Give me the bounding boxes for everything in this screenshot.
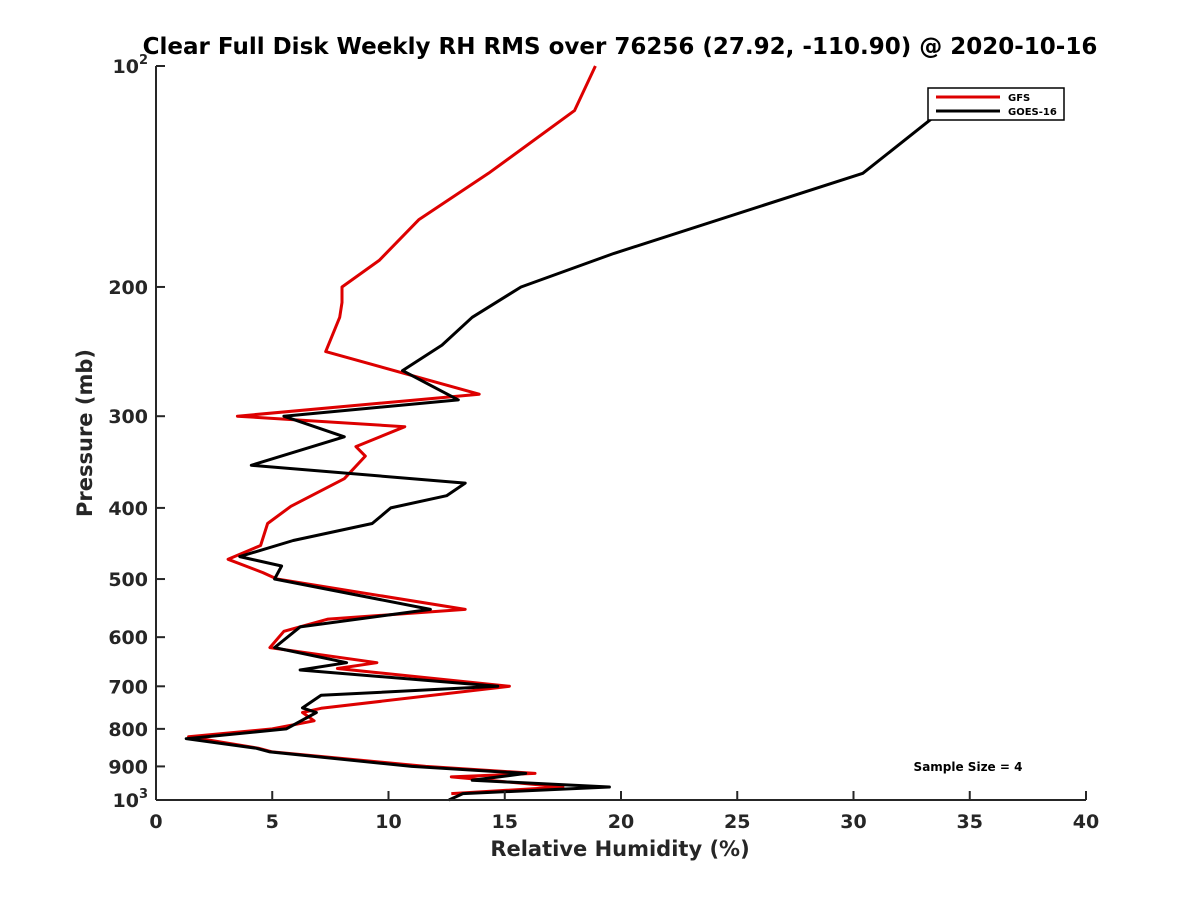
legend-box: [927, 87, 1065, 121]
sample-size-annotation: Sample Size = 4: [914, 760, 1023, 774]
x-tick-label: 5: [266, 811, 279, 833]
chart-title-group: Clear Full Disk Weekly RH RMS over 76256…: [143, 34, 1098, 60]
y-tick-label: 600: [108, 627, 148, 649]
x-tick-label: 20: [608, 811, 634, 833]
y-axis-label: Pressure (mb): [73, 349, 97, 517]
x-tick-label: 15: [492, 811, 518, 833]
x-tick-label: 25: [724, 811, 750, 833]
x-tick-label: 40: [1073, 811, 1099, 833]
y-tick-label: 800: [108, 719, 148, 741]
plot-area: [184, 65, 943, 802]
chart-title: Clear Full Disk Weekly RH RMS over 76256…: [143, 34, 1098, 60]
y-tick-label: 700: [108, 676, 148, 698]
legend: GFS GOES-16: [927, 87, 1065, 121]
y-tick-label: 200: [108, 277, 148, 299]
legend-label-gfs: GFS: [1008, 93, 1030, 104]
series-line-gfs: [187, 65, 597, 796]
series-line-goes-16: [184, 109, 943, 802]
x-axis-label: Relative Humidity (%): [490, 837, 749, 861]
y-tick-label: 500: [108, 569, 148, 591]
y-tick-label: 103: [113, 787, 149, 812]
axes: 0 5 10 15 20 25 30 35 40 102 200 300 400 500 600 700 800…: [108, 53, 1099, 833]
x-tick-label: 35: [957, 811, 983, 833]
y-tick-label: 900: [108, 756, 148, 778]
x-tick-label: 30: [840, 811, 866, 833]
y-tick-label: 400: [108, 498, 148, 520]
legend-label-goes-16: GOES-16: [1008, 107, 1057, 118]
y-tick-label: 102: [113, 53, 149, 78]
y-tick-label: 300: [108, 406, 148, 428]
x-tick-label: 0: [149, 811, 162, 833]
x-tick-label: 10: [375, 811, 401, 833]
